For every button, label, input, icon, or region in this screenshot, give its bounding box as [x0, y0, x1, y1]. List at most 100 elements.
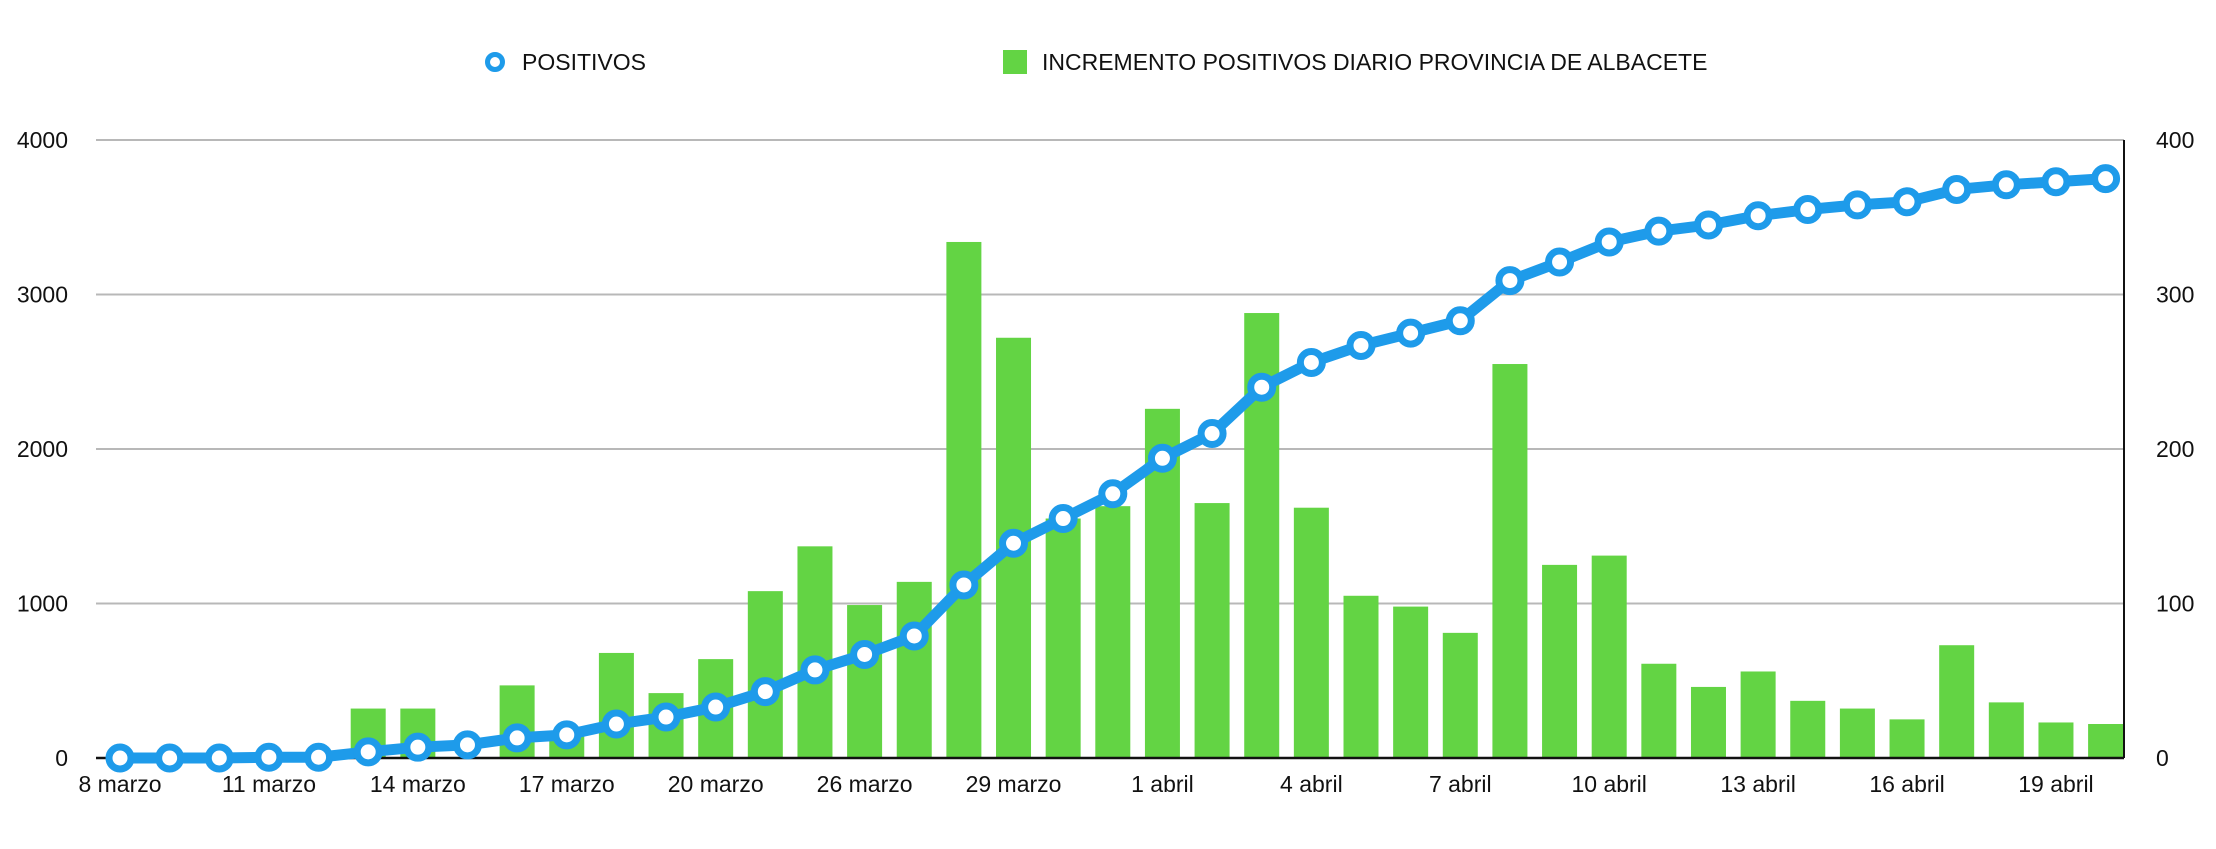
y-right-tick-label: 300	[2156, 282, 2194, 308]
positivos-point	[1892, 187, 1922, 217]
positivos-point	[1396, 318, 1426, 348]
bar	[1393, 606, 1429, 758]
y-right-tick-label: 400	[2156, 127, 2194, 153]
positivos-point	[304, 742, 334, 772]
legend-line-symbol	[485, 52, 505, 72]
x-tick-label: 20 marzo	[668, 771, 764, 797]
positivos-point	[1545, 247, 1575, 277]
positivos-point	[1147, 443, 1177, 473]
bar	[1095, 506, 1131, 758]
bar	[1889, 719, 1925, 758]
bar	[1442, 632, 1478, 758]
y-left-tick-label: 3000	[17, 282, 68, 308]
x-tick-label: 14 marzo	[370, 771, 466, 797]
positivos-point	[999, 528, 1029, 558]
positivos-point	[1098, 479, 1128, 509]
bar	[1293, 507, 1329, 758]
bar	[1790, 700, 1826, 758]
tick-labels: 0 0 1000 100 2000 200 3000 300 4000 400 8 marzo 11 …	[17, 127, 2195, 797]
positivos-point	[1346, 330, 1376, 360]
y-right-tick-label: 200	[2156, 436, 2194, 462]
positivos-point	[1594, 227, 1624, 257]
positivos-point	[701, 692, 731, 722]
x-tick-label: 19 abril	[2018, 771, 2093, 797]
bar	[598, 652, 634, 758]
legend: POSITIVOS INCREMENTO POSITIVOS DIARIO PRO…	[485, 49, 1707, 75]
x-tick-label: 17 marzo	[519, 771, 615, 797]
positivos-point	[601, 709, 631, 739]
positivos-point	[204, 743, 234, 773]
bar	[896, 581, 932, 758]
positivos-point	[452, 730, 482, 760]
x-tick-label: 13 abril	[1720, 771, 1795, 797]
bar	[847, 605, 883, 758]
positivos-point	[1644, 216, 1674, 246]
bar	[1988, 702, 2024, 758]
positivos-point	[1247, 372, 1277, 402]
positivos-point	[155, 743, 185, 773]
positivos-point	[1693, 210, 1723, 240]
bar-series	[350, 241, 2124, 759]
positivos-point	[1942, 174, 1972, 204]
positivos-point	[403, 732, 433, 762]
positivos-point	[502, 723, 532, 753]
y-right-tick-label: 0	[2156, 745, 2169, 771]
positivos-point	[1445, 306, 1475, 336]
bar	[1690, 686, 1726, 758]
positivos-point	[2041, 167, 2071, 197]
positivos-point	[1048, 504, 1078, 534]
positivos-point	[1495, 266, 1525, 296]
bar	[1492, 364, 1528, 758]
bar	[1839, 708, 1875, 758]
y-left-tick-label: 0	[55, 745, 68, 771]
legend-label-positivos: POSITIVOS	[522, 49, 646, 75]
legend-bar-symbol	[1003, 50, 1027, 74]
x-tick-label: 29 marzo	[966, 771, 1062, 797]
positivos-point	[2091, 164, 2121, 194]
positivos-point	[1296, 347, 1326, 377]
bar	[946, 241, 982, 759]
bar	[747, 591, 783, 758]
positivos-point	[552, 720, 582, 750]
x-tick-label: 7 abril	[1429, 771, 1492, 797]
x-tick-label: 1 abril	[1131, 771, 1194, 797]
positivos-point	[800, 655, 830, 685]
positivos-point	[949, 570, 979, 600]
positivos-point	[750, 677, 780, 707]
positivos-point	[1991, 170, 2021, 200]
positivos-point	[1842, 190, 1872, 220]
y-left-tick-label: 1000	[17, 591, 68, 617]
bar	[2088, 724, 2124, 758]
bar	[1591, 555, 1627, 758]
x-tick-label: 8 marzo	[78, 771, 161, 797]
bar	[1343, 595, 1379, 758]
x-tick-label: 10 abril	[1571, 771, 1646, 797]
bar	[1542, 564, 1578, 758]
positivos-point	[105, 743, 135, 773]
axes	[96, 140, 2125, 760]
x-tick-label: 4 abril	[1280, 771, 1343, 797]
x-tick-label: 11 marzo	[222, 771, 316, 797]
bar	[1194, 503, 1230, 758]
x-tick-label: 26 marzo	[817, 771, 913, 797]
x-tick-label: 16 abril	[1869, 771, 1944, 797]
positivos-point	[353, 737, 383, 767]
positivos-point	[899, 621, 929, 651]
positivos-point	[1197, 419, 1227, 449]
bar	[797, 546, 833, 758]
line-series	[105, 164, 2121, 773]
positivos-point	[850, 639, 880, 669]
y-right-tick-label: 100	[2156, 591, 2194, 617]
positivos-point	[254, 742, 284, 772]
bar	[1045, 518, 1081, 758]
y-left-tick-label: 4000	[17, 127, 68, 153]
bar	[1939, 645, 1975, 758]
bar	[2038, 722, 2074, 758]
positivos-point	[651, 702, 681, 732]
legend-label-incremento: INCREMENTO POSITIVOS DIARIO PROVINCIA DE…	[1042, 49, 1707, 75]
bar	[1740, 671, 1776, 758]
positivos-point	[1743, 201, 1773, 231]
y-left-tick-label: 2000	[17, 436, 68, 462]
